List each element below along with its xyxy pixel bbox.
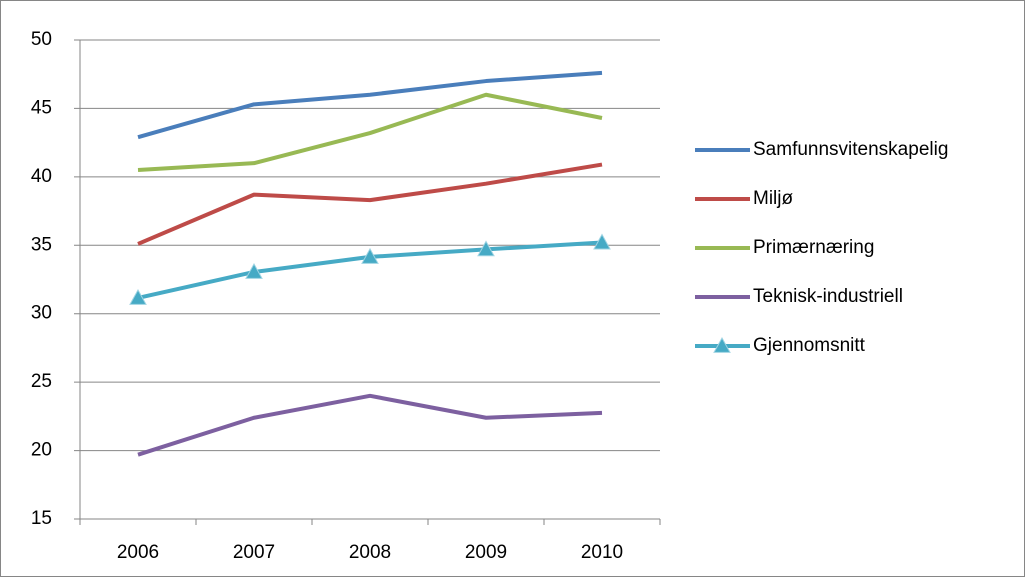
legend-label: Miljø (753, 188, 793, 209)
series-line (137, 162, 603, 246)
legend-label: Samfunnsvitenskapelig (753, 139, 948, 160)
y-tick-label: 30 (31, 303, 52, 324)
legend-label: Primærnæring (753, 237, 874, 258)
series-line (137, 92, 603, 173)
x-tick-label: 2008 (349, 542, 391, 563)
series-marker (477, 240, 495, 257)
y-tick-label: 15 (31, 508, 52, 529)
series-line (137, 70, 603, 140)
y-tick-label: 35 (31, 234, 52, 255)
legend-label: Teknisk-industriell (753, 286, 903, 307)
y-tick-label: 25 (31, 371, 52, 392)
series-line (137, 393, 603, 457)
y-tick-label: 40 (31, 166, 52, 187)
x-tick-label: 2010 (581, 542, 623, 563)
y-tick-label: 20 (31, 440, 52, 461)
y-tick-label: 50 (31, 29, 52, 50)
x-tick-label: 2009 (465, 542, 507, 563)
x-tick-label: 2007 (233, 542, 275, 563)
series-marker (245, 262, 263, 279)
x-tick-label: 2006 (117, 542, 159, 563)
series-marker (593, 233, 611, 250)
y-tick-label: 45 (31, 97, 52, 118)
legend-label: Gjennomsnitt (753, 335, 866, 356)
series-marker (129, 288, 147, 305)
series-marker (361, 247, 379, 264)
legend-marker (713, 336, 731, 353)
